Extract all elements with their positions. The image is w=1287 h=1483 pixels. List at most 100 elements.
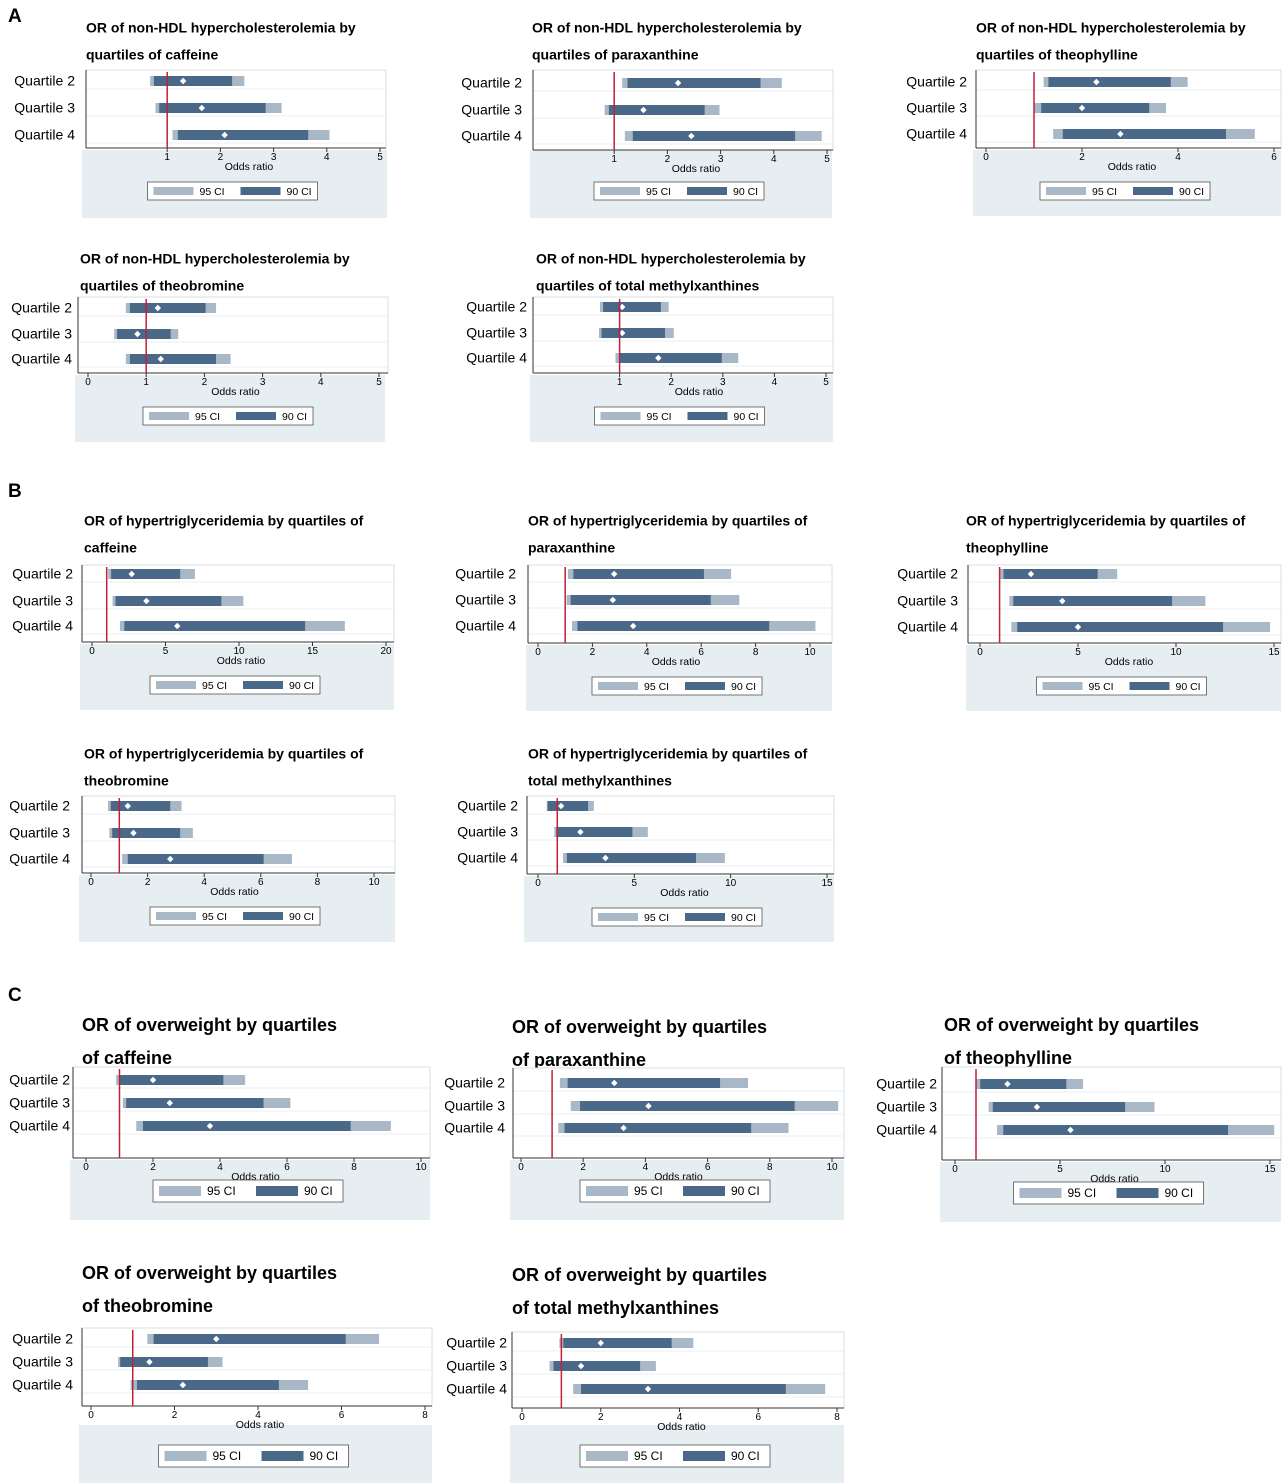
legend-swatch-95 — [600, 412, 641, 420]
x-tick-label: 4 — [217, 1162, 223, 1173]
category-label: Quartile 4 — [455, 618, 516, 634]
odds-ratio-point — [620, 1124, 627, 1132]
chart-title-line: OR of hypertriglyceridemia by quartiles … — [84, 745, 364, 761]
x-tick-label: 15 — [821, 878, 833, 889]
odds-ratio-point — [597, 1339, 604, 1347]
chart-title-line: total methylxanthines — [528, 772, 672, 788]
forest-plot-14: OR of overweight by quartiles of theobrom… — [12, 1263, 433, 1483]
ci90-bar — [129, 354, 217, 364]
x-tick-label: 15 — [1264, 1164, 1276, 1175]
x-tick-label: 6 — [339, 1410, 345, 1421]
chart-title-line: OR of non-HDL hypercholesterolemia by — [976, 19, 1246, 35]
odds-ratio-point — [213, 1335, 220, 1343]
legend-box — [1036, 676, 1207, 696]
legend-box — [579, 1444, 771, 1468]
odds-ratio-point — [630, 622, 637, 630]
x-axis-label: Odds ratio — [225, 161, 274, 173]
x-tick-label: 6 — [1271, 152, 1277, 163]
category-label: Quartile 2 — [461, 75, 522, 91]
legend-label-95: 95 CI — [646, 186, 671, 198]
odds-ratio-point — [166, 1099, 173, 1107]
legend-box — [142, 406, 314, 426]
x-tick-label: 10 — [368, 877, 380, 888]
x-tick-label: 10 — [233, 646, 245, 657]
legend-box — [149, 675, 321, 695]
category-label: Quartile 4 — [444, 1120, 505, 1136]
x-tick-label: 5 — [632, 878, 638, 889]
x-tick-label: 2 — [580, 1162, 586, 1173]
legend-label-90: 90 CI — [304, 1184, 333, 1198]
ci90-bar — [619, 353, 722, 363]
ci90-bar — [601, 328, 666, 338]
category-label: Quartile 2 — [906, 74, 967, 90]
x-tick-label: 1 — [611, 154, 617, 165]
odds-ratio-point — [577, 828, 584, 836]
odds-ratio-point — [154, 304, 162, 312]
legend-box — [591, 676, 763, 696]
x-tick-label: 2 — [172, 1410, 178, 1421]
category-label: Quartile 3 — [14, 100, 75, 116]
x-tick-label: 4 — [318, 377, 324, 388]
ci90-bar — [153, 1334, 346, 1344]
forest-plot-1: OR of non-HDL hypercholesterolemia by qua… — [14, 19, 387, 218]
category-label: Quartile 2 — [444, 1075, 505, 1091]
legend-box — [158, 1444, 349, 1468]
legend-box — [1013, 1181, 1204, 1205]
odds-ratio-point — [149, 1076, 157, 1084]
legend-swatch-95 — [598, 682, 638, 690]
ci90-bar — [553, 1361, 641, 1371]
ci90-bar — [136, 1380, 279, 1390]
x-tick-label: 1 — [143, 377, 149, 388]
legend-swatch-95 — [153, 187, 194, 195]
forest-plot-5: OR of non-HDL hypercholesterolemia by qua… — [466, 250, 834, 442]
chart-title-line: OR of hypertriglyceridemia by quartiles … — [84, 512, 364, 528]
category-label: Quartile 2 — [455, 566, 516, 582]
chart-title-line: quartiles of caffeine — [86, 46, 218, 62]
ci90-bar — [1048, 77, 1171, 87]
x-tick-label: 1 — [617, 377, 623, 388]
ci90-bar — [120, 1357, 208, 1367]
chart-title-line: theobromine — [84, 772, 169, 788]
x-axis-label: Odds ratio — [675, 386, 724, 398]
chart-title-line: OR of overweight by quartiles — [82, 1263, 337, 1283]
odds-ratio-point — [688, 132, 695, 140]
chart-title-line: caffeine — [84, 539, 137, 555]
odds-ratio-point — [645, 1102, 652, 1110]
forest-plot-12: OR of overweight by quartiles of paraxant… — [444, 1017, 845, 1220]
category-label: Quartile 3 — [12, 1354, 73, 1370]
x-tick-label: 0 — [83, 1162, 89, 1173]
legend-label-95: 95 CI — [647, 411, 672, 423]
chart-title-line: OR of non-HDL hypercholesterolemia by — [80, 250, 350, 266]
ci90-bar — [992, 1102, 1126, 1112]
ci90-bar — [1013, 596, 1173, 606]
legend-swatch-90 — [683, 1186, 725, 1196]
ci90-bar — [547, 801, 589, 811]
category-label: Quartile 4 — [446, 1381, 507, 1397]
category-label: Quartile 4 — [897, 619, 958, 635]
legend-swatch-95 — [600, 187, 640, 195]
ci90-bar — [980, 1079, 1067, 1089]
odds-ratio-point — [655, 354, 662, 362]
x-tick-label: 10 — [725, 878, 737, 889]
legend-label-95: 95 CI — [1089, 681, 1114, 693]
chart-title-line: of total methylxanthines — [512, 1298, 719, 1318]
chart-title-line: OR of overweight by quartiles — [512, 1265, 767, 1285]
chart-title-line: of theophylline — [944, 1048, 1072, 1068]
legend-label-90: 90 CI — [287, 186, 312, 198]
category-label: Quartile 3 — [9, 1095, 70, 1111]
legend-swatch-95 — [149, 412, 189, 420]
x-tick-label: 0 — [535, 647, 541, 658]
x-tick-label: 4 — [1175, 152, 1181, 163]
forest-plot-15: OR of overweight by quartiles of total me… — [446, 1265, 845, 1483]
x-tick-label: 8 — [351, 1162, 357, 1173]
odds-ratio-point — [179, 77, 187, 85]
chart-title-line: quartiles of theobromine — [80, 277, 244, 293]
x-tick-label: 6 — [284, 1162, 290, 1173]
x-tick-label: 10 — [826, 1162, 838, 1173]
forest-plot-4: OR of non-HDL hypercholesterolemia by qua… — [11, 250, 389, 442]
legend-label-90: 90 CI — [289, 680, 314, 692]
x-tick-label: 3 — [260, 377, 266, 388]
category-label: Quartile 3 — [466, 325, 527, 341]
legend-label-90: 90 CI — [310, 1449, 339, 1463]
